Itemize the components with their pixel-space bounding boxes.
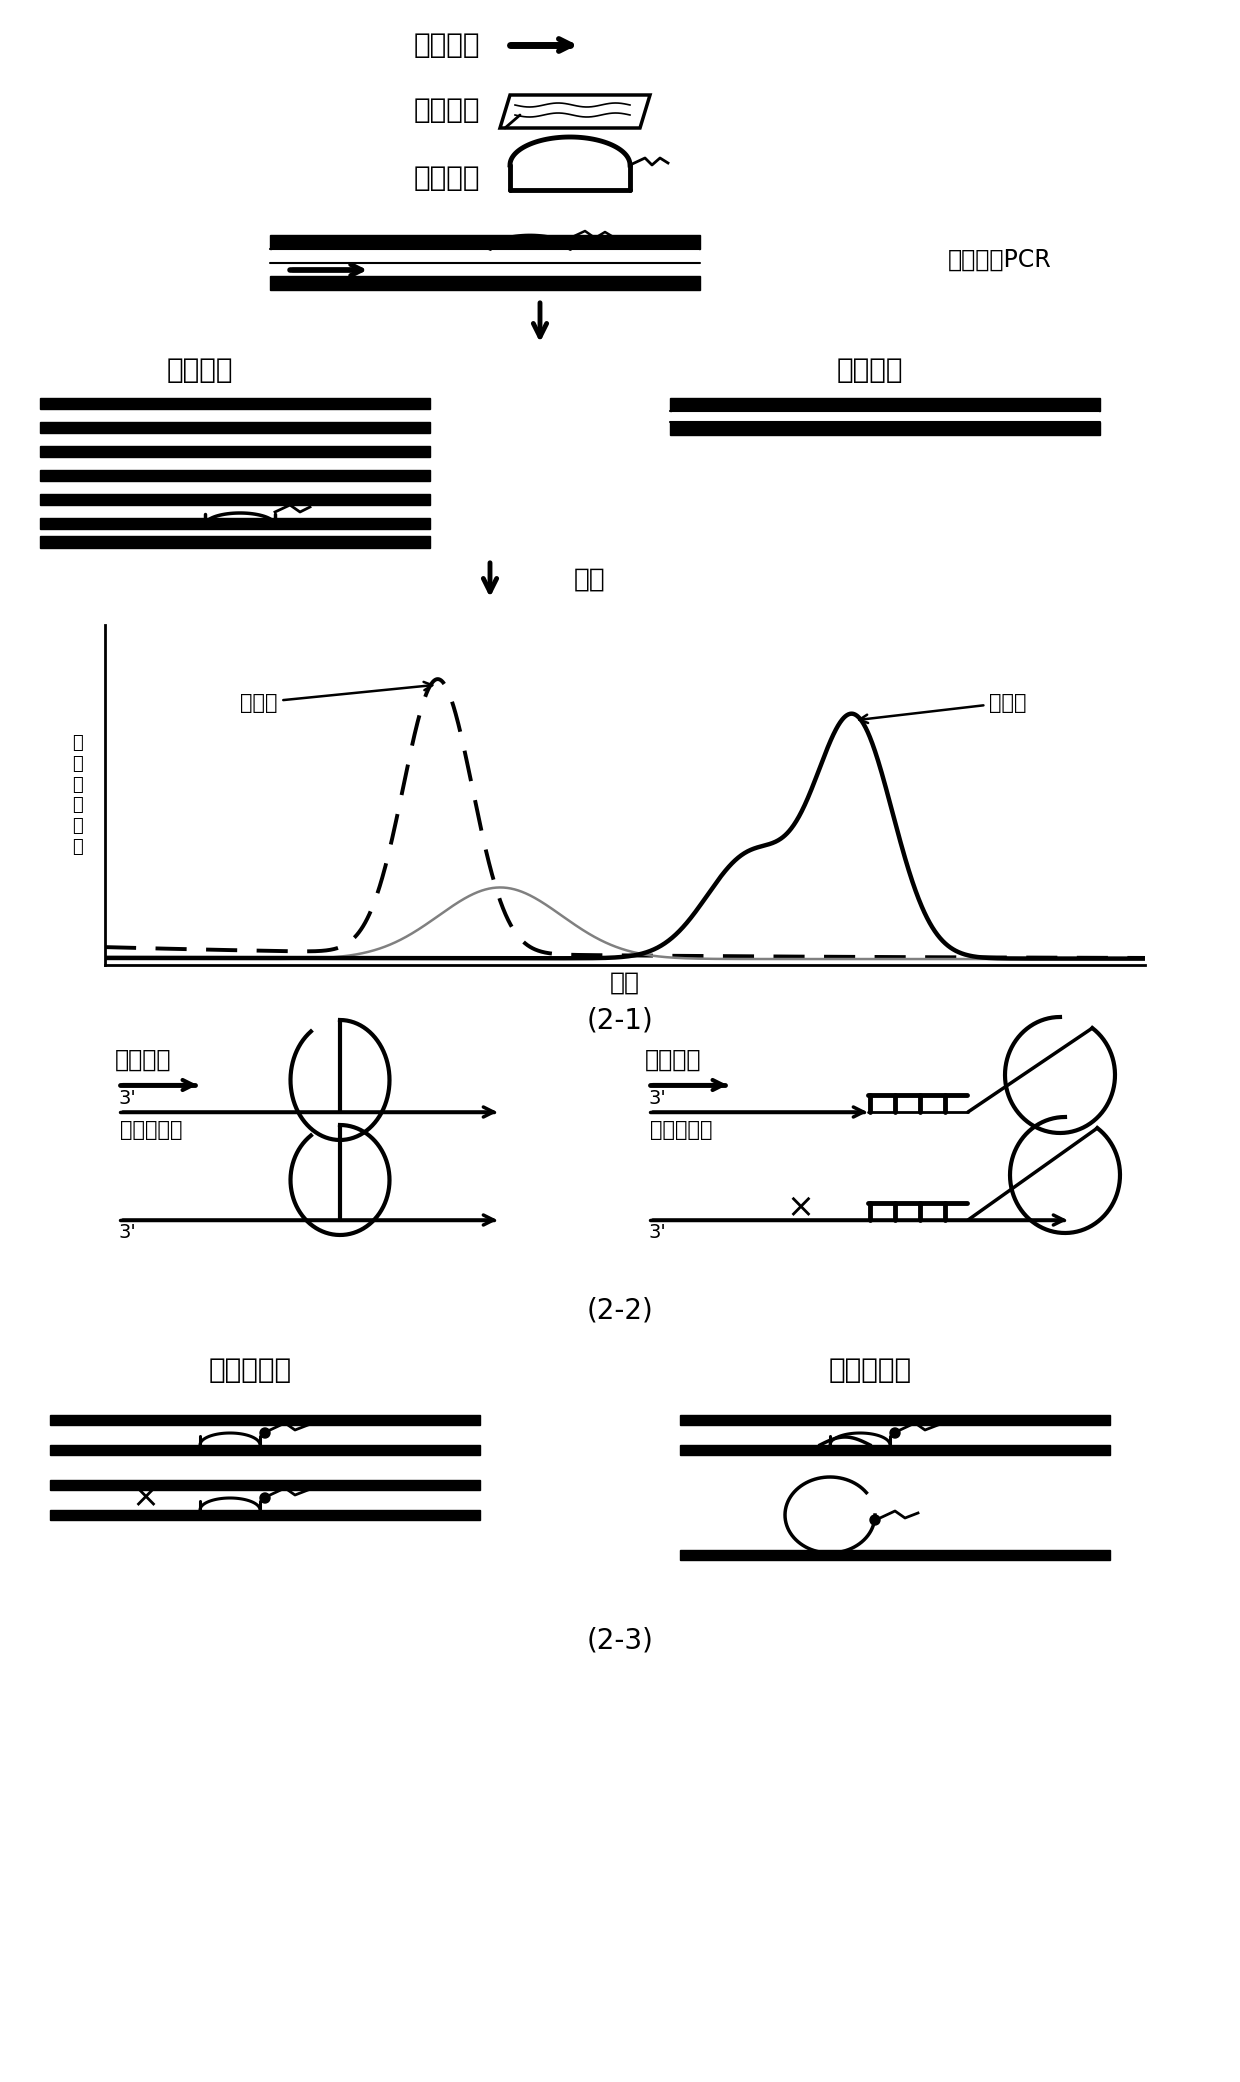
Bar <box>40 446 430 458</box>
Text: 突变型模板: 突变型模板 <box>120 1120 182 1141</box>
Circle shape <box>260 1428 270 1439</box>
Bar <box>40 471 430 481</box>
Bar <box>672 410 1097 421</box>
Text: (2-3): (2-3) <box>587 1626 653 1653</box>
Text: 非对称性PCR: 非对称性PCR <box>949 248 1052 273</box>
Bar <box>40 398 430 408</box>
Text: (2-1): (2-1) <box>587 1006 653 1035</box>
Bar <box>670 423 1100 435</box>
Bar <box>270 235 701 250</box>
Bar <box>50 1416 480 1424</box>
Bar <box>680 1445 1110 1455</box>
Bar <box>50 1480 480 1491</box>
Text: 上游引物: 上游引物 <box>115 1047 171 1072</box>
Bar <box>272 250 698 262</box>
Text: 双链产物: 双链产物 <box>837 356 903 383</box>
Text: 3': 3' <box>649 1089 666 1108</box>
Text: (2-2): (2-2) <box>587 1295 653 1324</box>
Text: 熔解峰: 熔解峰 <box>241 683 433 712</box>
Bar <box>40 423 430 433</box>
Bar <box>680 1416 1110 1424</box>
Bar <box>680 1549 1110 1559</box>
Text: 单链产物: 单链产物 <box>166 356 233 383</box>
Bar <box>40 493 430 506</box>
Text: 上游引物: 上游引物 <box>413 31 480 58</box>
Circle shape <box>870 1516 880 1524</box>
Text: 熔解: 熔解 <box>574 566 606 593</box>
Text: 突变型模板: 突变型模板 <box>828 1355 911 1385</box>
Text: ×: × <box>786 1191 813 1224</box>
Bar <box>40 518 430 529</box>
Polygon shape <box>500 96 650 127</box>
Text: 分子信标: 分子信标 <box>413 164 480 192</box>
Text: 3': 3' <box>118 1224 135 1243</box>
Bar <box>40 535 430 548</box>
X-axis label: 温度: 温度 <box>610 970 640 995</box>
Bar <box>50 1509 480 1520</box>
Text: 上游引物: 上游引物 <box>645 1047 702 1072</box>
Text: 下游引物: 下游引物 <box>413 96 480 125</box>
Text: 野生型模板: 野生型模板 <box>650 1120 713 1141</box>
Circle shape <box>890 1428 900 1439</box>
Bar <box>670 398 1100 410</box>
Text: 3': 3' <box>649 1224 666 1243</box>
Text: ×: × <box>131 1482 159 1514</box>
Circle shape <box>260 1493 270 1503</box>
Bar <box>270 277 701 289</box>
Bar <box>50 1445 480 1455</box>
Text: 3': 3' <box>118 1089 135 1108</box>
Y-axis label: 荧
光
变
化
速
率: 荧 光 变 化 速 率 <box>72 735 83 856</box>
Text: 熔解峰: 熔解峰 <box>859 693 1027 722</box>
Text: 野生型模板: 野生型模板 <box>208 1355 291 1385</box>
